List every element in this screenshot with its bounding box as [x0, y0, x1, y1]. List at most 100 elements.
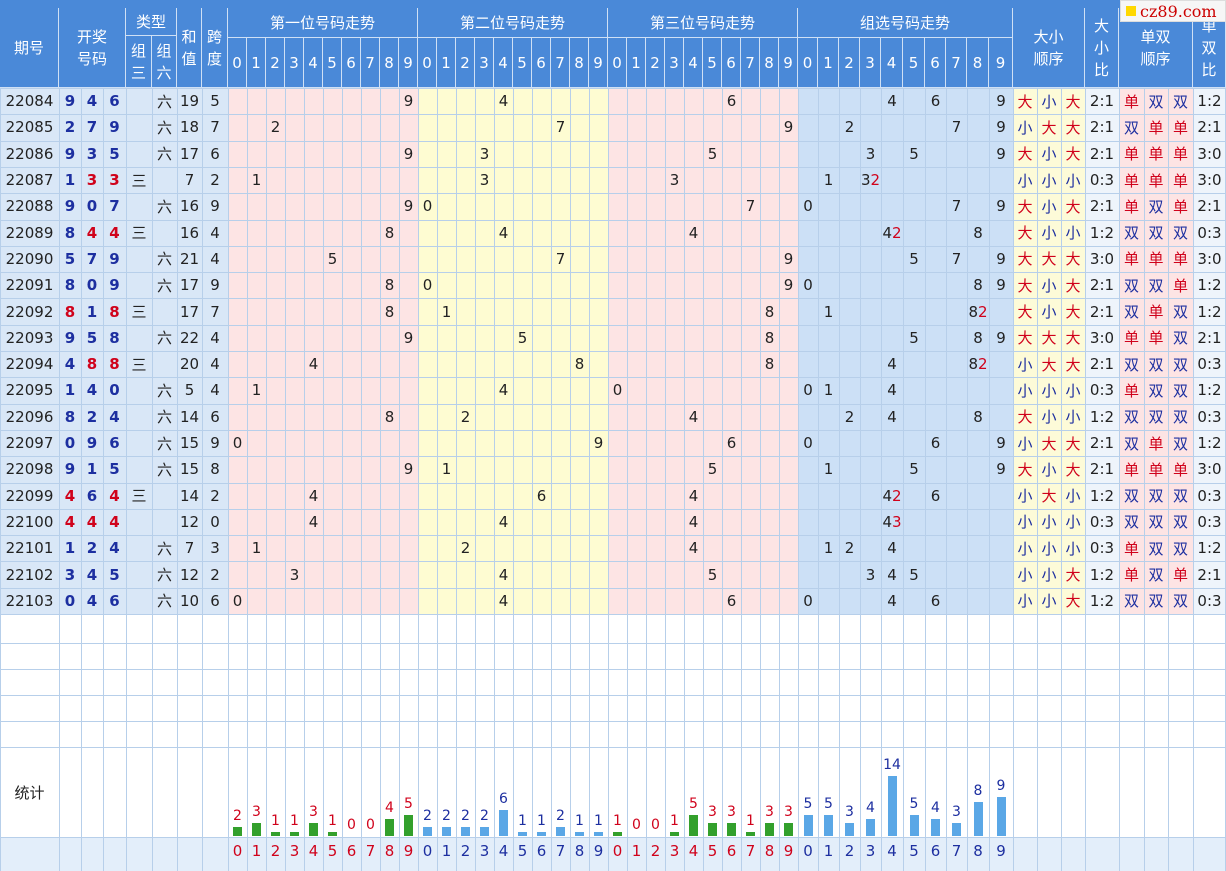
parity-mark: 单: [1123, 381, 1139, 400]
parity-mark: 双: [1148, 224, 1164, 243]
group-hit: 9: [989, 325, 1013, 351]
size-ratio: 1:2: [1089, 223, 1115, 242]
pos1-stat-bar: [404, 814, 413, 836]
pos1-hit: 2: [270, 118, 281, 137]
grid-vline: [361, 88, 362, 871]
draw-digit: 3: [86, 144, 98, 163]
size-mark: 大: [1017, 408, 1033, 427]
group-digit: 6: [930, 591, 941, 610]
pos3-stat-count: 0: [651, 817, 660, 833]
group-hit: 3: [860, 561, 881, 587]
site-logo[interactable]: cz89.com: [1120, 0, 1226, 22]
sum-value: 10: [179, 591, 200, 610]
span-value: 7: [210, 118, 220, 137]
size-ratio: 2:1: [1089, 144, 1115, 163]
header-digit: 2: [266, 38, 285, 88]
grid-hline: [0, 669, 1226, 670]
parity-mark: 双: [1123, 434, 1139, 453]
parity-mark: 双: [1172, 487, 1188, 506]
grid-hline: [0, 167, 1226, 168]
grid-vline: [228, 88, 229, 871]
size-mark: 大: [1065, 250, 1081, 269]
group-stat-bar: [866, 818, 875, 836]
header-digit: 4: [684, 38, 703, 88]
pos2-stat-bar: [537, 831, 546, 836]
header-digit: 9: [779, 38, 798, 88]
draw-digit: 8: [64, 223, 76, 242]
size-ratio: 0:3: [1089, 539, 1115, 558]
parity-mark: 单: [1123, 92, 1139, 111]
grid-vline: [1144, 88, 1145, 871]
size-mark: 大: [1017, 145, 1033, 164]
size-mark: 大: [1065, 276, 1081, 295]
size-mark: 大: [1065, 329, 1081, 348]
size-mark: 小: [1017, 539, 1033, 558]
group-digit: 1: [823, 171, 834, 190]
group-digit: 0: [803, 197, 813, 216]
draw-digit: 9: [64, 197, 76, 216]
size-mark: 小: [1041, 460, 1057, 479]
size-ratio: 0:3: [1089, 381, 1115, 400]
grid-vline: [126, 88, 127, 871]
bottom-digit: 3: [289, 842, 300, 860]
group-digit: 7: [951, 197, 962, 216]
group-hit: 5: [903, 141, 925, 167]
size-mark: 小: [1065, 381, 1081, 400]
group-digit: 4: [887, 381, 897, 400]
draw-digit: 8: [64, 302, 76, 321]
size-mark: 小: [1017, 434, 1033, 453]
sum-value: 18: [179, 118, 200, 137]
size-mark: 大: [1065, 592, 1081, 611]
parity-mark: 单: [1148, 118, 1164, 137]
group-stat-bar: [952, 823, 961, 836]
parity-mark: 双: [1123, 224, 1139, 243]
pos3-stat-count: 3: [708, 804, 717, 821]
pos3-stat-count: 1: [746, 812, 755, 829]
grid-hline: [0, 509, 1226, 510]
pos2-stat-bar: [575, 831, 584, 836]
grid-hline: [0, 404, 1226, 405]
span-value: 9: [210, 197, 220, 216]
group-count: 2: [892, 486, 902, 505]
parity-ratio: 0:3: [1197, 591, 1222, 610]
draw-digit: 0: [109, 381, 120, 400]
header-digit: 8: [967, 38, 989, 88]
grid-hline: [0, 456, 1226, 457]
span-value: 2: [210, 486, 220, 505]
bottom-digit: 3: [669, 842, 680, 860]
parity-mark: 双: [1172, 224, 1188, 243]
bottom-digit: 6: [726, 842, 737, 860]
grid-vline: [627, 88, 628, 871]
parity-mark: 双: [1148, 513, 1164, 532]
issue-number: 22084: [5, 92, 54, 111]
pos2-hit: 3: [479, 144, 490, 163]
parity-mark: 单: [1123, 197, 1139, 216]
sum-value: 20: [179, 355, 200, 374]
group-digit: 7: [951, 118, 962, 137]
pos3-hit: 8: [764, 328, 775, 347]
parity-mark: 双: [1123, 513, 1139, 532]
group-hit: 8: [967, 272, 989, 298]
header-sum: 和值: [177, 8, 202, 88]
grid-vline: [494, 88, 495, 871]
pos2-hit: 4: [498, 381, 509, 400]
group-digit: 8: [973, 223, 983, 242]
parity-mark: 单: [1172, 460, 1188, 479]
pos2-stat-bar: [442, 827, 451, 836]
group-hit: 8: [967, 325, 989, 351]
pos1-stat-count: 3: [252, 804, 261, 821]
span-value: 8: [210, 460, 220, 479]
group-stat-bar: [845, 823, 854, 836]
pos2-hit: 4: [498, 223, 509, 242]
pos3-hit: 3: [669, 171, 680, 190]
header-digit: 1: [247, 38, 266, 88]
pos2-stat-bar: [556, 827, 565, 836]
grid-hline: [0, 430, 1226, 431]
pos3-stat-count: 1: [670, 812, 679, 829]
size-mark: 大: [1017, 224, 1033, 243]
header-span: 跨度: [202, 8, 228, 88]
grid-hline: [0, 535, 1226, 536]
group-digit: 7: [951, 249, 962, 268]
group-digit: 1: [823, 460, 834, 479]
group-stat-bar: [973, 801, 983, 836]
